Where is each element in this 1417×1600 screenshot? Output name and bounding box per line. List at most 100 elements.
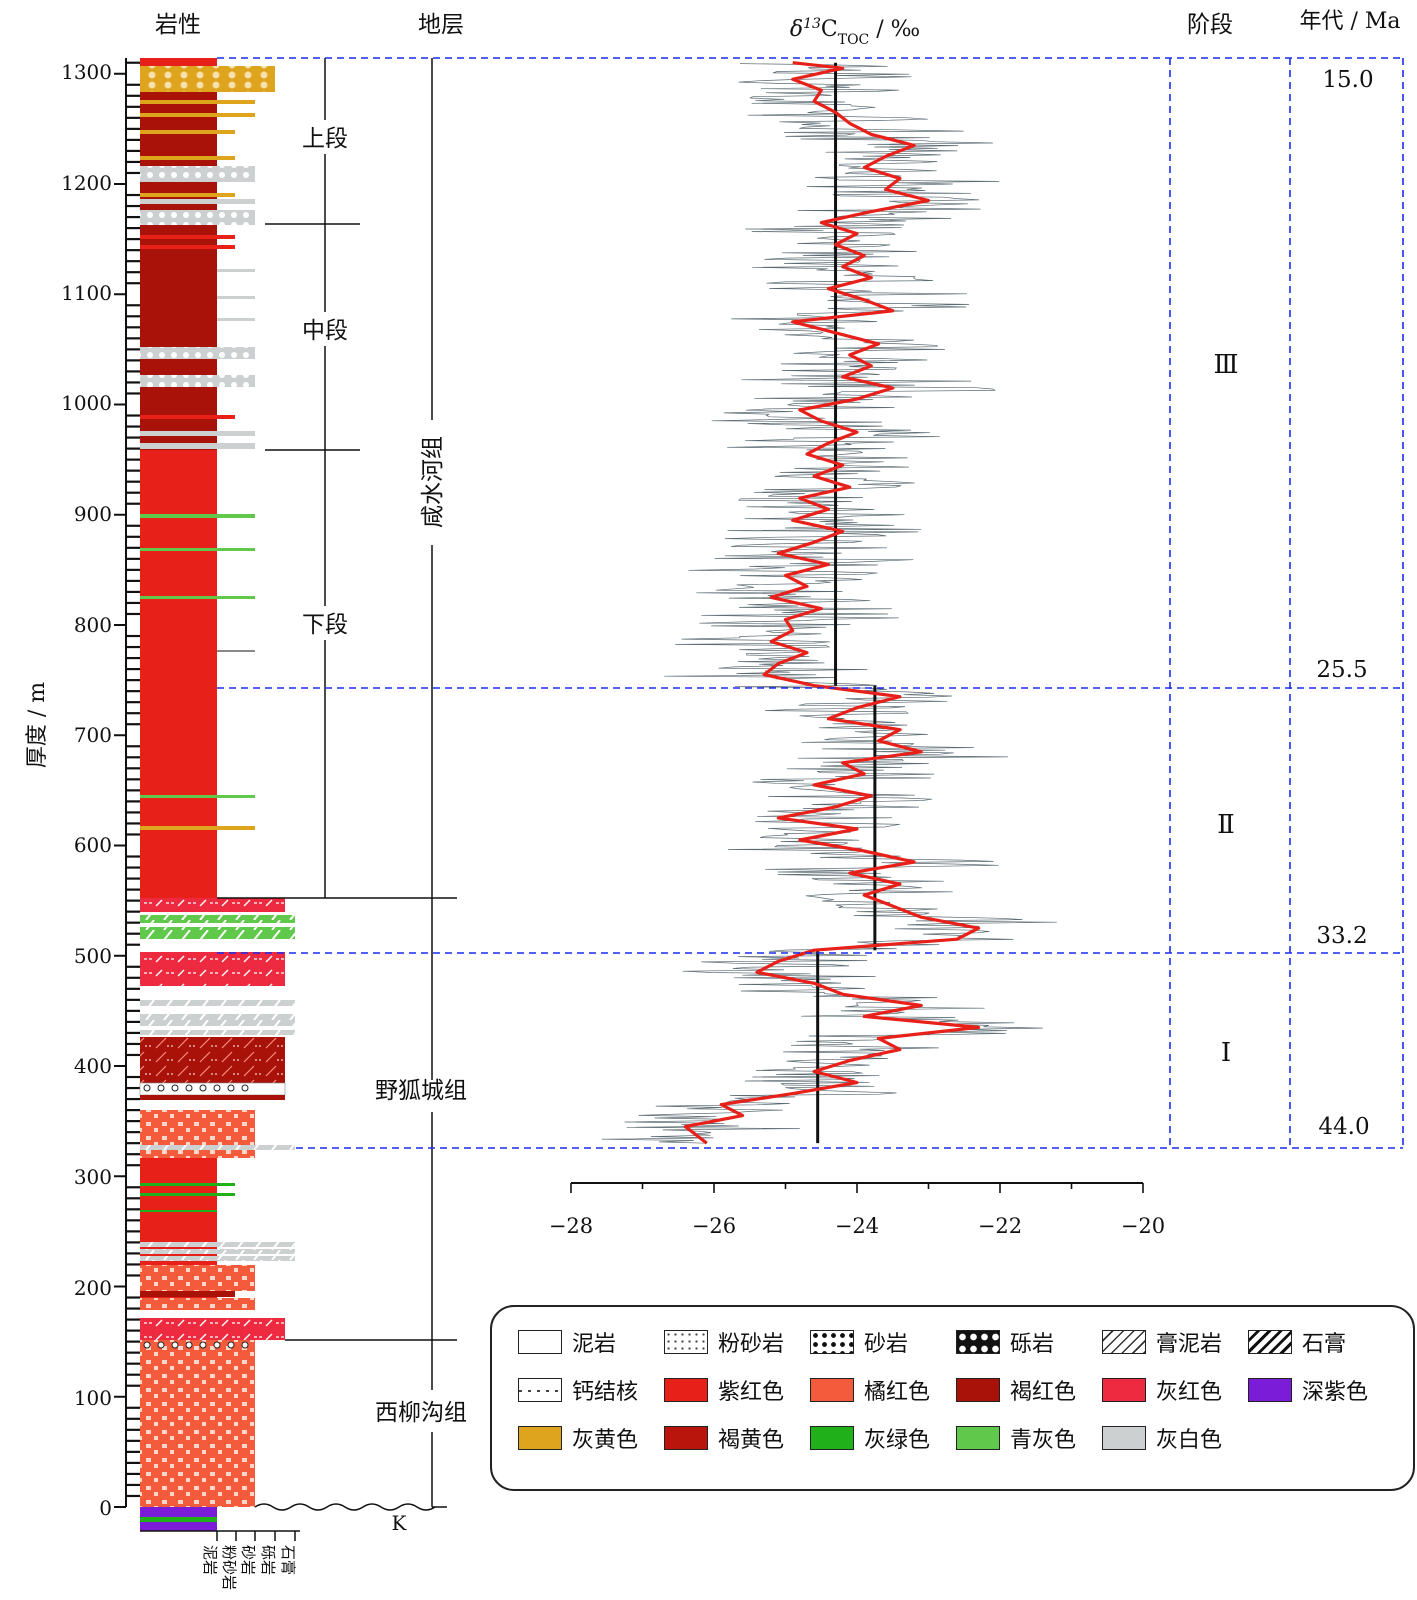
- legend-item: 灰红色: [1102, 1377, 1248, 1405]
- legend-swatch: [1102, 1378, 1146, 1402]
- lith-bed: [140, 1037, 285, 1083]
- smoothed-series-line: [683, 61, 981, 1145]
- legend-label: 褐黄色: [718, 1428, 785, 1453]
- lith-bed: [140, 927, 295, 939]
- unconformity-line: [254, 1503, 436, 1511]
- lith-bed: [140, 1000, 295, 1006]
- lith-bed: [140, 1256, 295, 1261]
- age-label: 25.5: [1316, 657, 1367, 683]
- lith-bed: [140, 431, 255, 436]
- lith-bed: [140, 1150, 255, 1158]
- legend-item: 泥岩: [518, 1329, 664, 1357]
- legend-item: 灰白色: [1102, 1425, 1248, 1453]
- lith-bed: [140, 66, 275, 92]
- y-tick-label: 400: [74, 1054, 112, 1078]
- y-tick-label: 1100: [61, 281, 112, 305]
- lith-bed: [140, 952, 285, 986]
- x-tick-label: −28: [549, 1214, 593, 1238]
- member-label-middle: 中段: [302, 318, 348, 344]
- stage-label-II: Ⅱ: [1217, 810, 1235, 840]
- formation-label-yehucheng: 野狐城组: [375, 1078, 467, 1104]
- legend-item: 灰绿色: [810, 1425, 956, 1453]
- legend-item: 紫红色: [664, 1377, 810, 1405]
- legend-swatch: [1102, 1426, 1146, 1450]
- legend-item: 褐黄色: [664, 1425, 810, 1453]
- lith-bed: [140, 156, 235, 160]
- lith-bed: [140, 1326, 285, 1340]
- legend-label: 膏泥岩: [1156, 1332, 1223, 1357]
- lith-bed: [140, 1183, 235, 1186]
- x-axis-ticks: [570, 1183, 1144, 1193]
- legend-swatch: [1248, 1330, 1292, 1354]
- x-tick-label: −22: [978, 1214, 1022, 1238]
- lith-bed: [140, 347, 255, 359]
- nodule: [227, 1341, 235, 1349]
- nodule: [213, 1341, 221, 1349]
- y-axis-tick-labels: 0 100 200 300 400 500 600 700 800 900 10…: [61, 60, 112, 1520]
- header-strata: 地层: [418, 12, 464, 38]
- nodule: [199, 1341, 207, 1349]
- header-stage: 阶段: [1187, 12, 1233, 38]
- lith-bed: [140, 166, 255, 182]
- lith-bed: [140, 1014, 295, 1026]
- nodule: [241, 1341, 249, 1349]
- legend: 泥岩 粉砂岩 砂岩 砾岩 膏泥岩 石膏 钙结核 紫红色 橘红色 褐红色 灰红色 深紫色 灰黄色 褐黄色 灰绿…: [490, 1305, 1415, 1491]
- lith-bed: [140, 795, 255, 798]
- y-tick-label: 1200: [61, 171, 112, 195]
- legend-swatch: [518, 1378, 562, 1402]
- stage-boundaries: [217, 57, 1404, 1149]
- legend-swatch: [810, 1378, 854, 1402]
- lith-bed: [140, 898, 285, 912]
- calcareous-nodules: [143, 1084, 249, 1349]
- lith-bed: [140, 210, 255, 225]
- legend-label: 钙结核: [572, 1380, 639, 1405]
- y-tick-label: 200: [74, 1276, 112, 1300]
- legend-swatch: [956, 1330, 1000, 1354]
- lith-bed: [217, 650, 255, 652]
- lith-axis-label-gypsum: 石膏: [279, 1545, 297, 1575]
- lith-bed: [140, 1298, 255, 1310]
- legend-swatch: [664, 1330, 708, 1354]
- legend-label: 灰红色: [1156, 1380, 1223, 1405]
- lith-bed: [140, 1242, 295, 1247]
- strata-column: [217, 58, 457, 1508]
- lith-bed: [140, 596, 255, 599]
- nodule: [157, 1084, 165, 1092]
- legend-item: 褐红色: [956, 1377, 1102, 1405]
- age-label: 33.2: [1316, 923, 1367, 949]
- legend-swatch: [810, 1330, 854, 1354]
- lith-bed: [140, 90, 217, 450]
- lith-bed: [140, 1340, 255, 1507]
- legend-label: 褐红色: [1010, 1380, 1077, 1405]
- legend-item: 深紫色: [1248, 1377, 1394, 1405]
- legend-grid: 泥岩 粉砂岩 砂岩 砾岩 膏泥岩 石膏 钙结核 紫红色 橘红色 褐红色 灰红色 深紫色 灰黄色 褐黄色 灰绿…: [518, 1329, 1398, 1453]
- lith-bed: [140, 1210, 217, 1212]
- nodule: [185, 1084, 193, 1092]
- legend-item: 青灰色: [956, 1425, 1102, 1453]
- y-tick-label: 800: [74, 613, 112, 637]
- legend-swatch: [518, 1426, 562, 1450]
- legend-swatch: [1102, 1330, 1146, 1354]
- lith-bed: [140, 1145, 295, 1150]
- y-axis-ticks: [114, 61, 140, 1508]
- legend-item: 粉砂岩: [664, 1329, 810, 1357]
- legend-label: 深紫色: [1302, 1380, 1369, 1405]
- nodule: [227, 1084, 235, 1092]
- legend-label: 青灰色: [1010, 1428, 1077, 1453]
- lith-bed: [140, 1517, 217, 1522]
- lith-axis-label-sandstone: 砂岩: [239, 1545, 257, 1575]
- lith-bed: [217, 269, 255, 272]
- lith-bed: [140, 443, 255, 449]
- nodule: [143, 1084, 151, 1092]
- legend-label: 粉砂岩: [718, 1332, 785, 1357]
- lith-bed: [140, 1318, 285, 1326]
- lith-bed: [217, 318, 255, 321]
- legend-item: 钙结核: [518, 1377, 664, 1405]
- nodule: [241, 1084, 249, 1092]
- y-tick-label: 100: [74, 1386, 112, 1410]
- legend-item: 石膏: [1248, 1329, 1394, 1357]
- member-label-upper: 上段: [302, 126, 348, 152]
- formation-label-xianshuihe: 咸水河组: [420, 436, 446, 528]
- y-tick-label: 1000: [61, 391, 112, 415]
